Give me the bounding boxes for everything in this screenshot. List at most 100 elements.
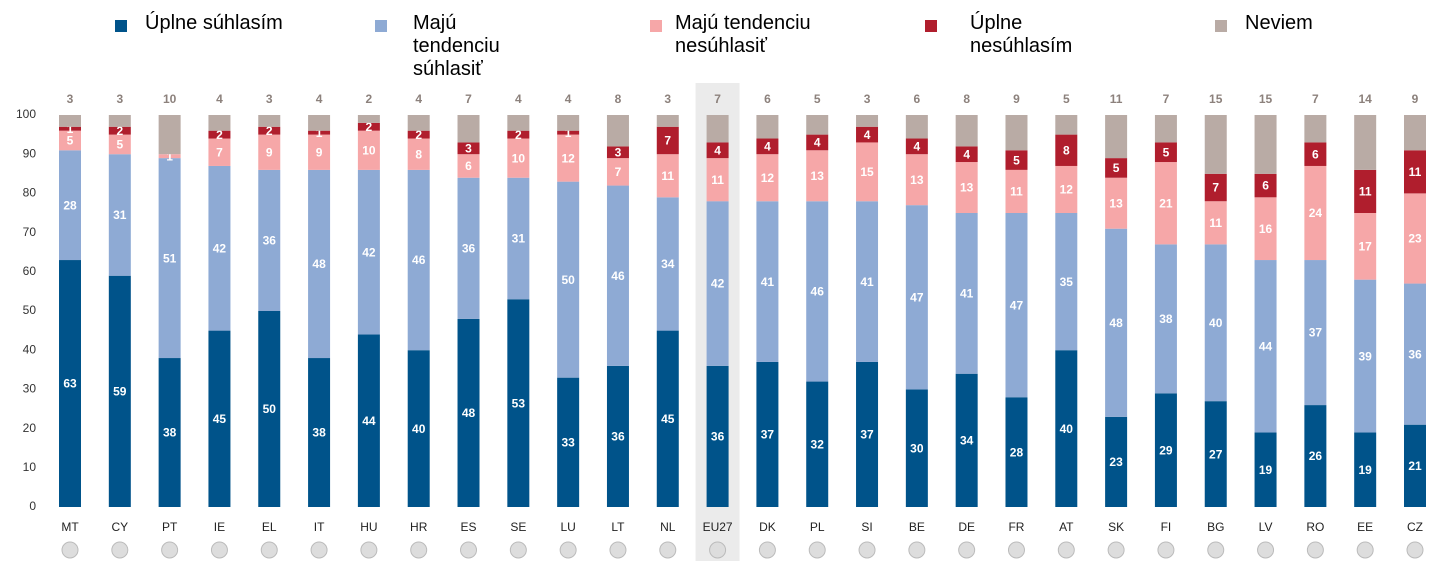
data-label: 11 <box>1359 185 1372 199</box>
x-tick-label: HU <box>360 520 377 534</box>
data-label: 4 <box>216 92 223 106</box>
bar-segment <box>1055 134 1078 166</box>
x-tick-label: FR <box>1008 520 1024 534</box>
bar-segment <box>1354 213 1377 280</box>
y-tick-label: 90 <box>23 146 37 160</box>
data-label: 15 <box>1259 92 1273 106</box>
data-label: 5 <box>814 92 821 106</box>
x-tick-label: IE <box>214 520 225 534</box>
bar-segment <box>208 138 231 166</box>
data-label: 3 <box>864 92 871 106</box>
data-label: 3 <box>615 145 622 159</box>
flag <box>310 541 328 559</box>
legend-swatch <box>375 20 387 32</box>
bar-segment <box>258 169 281 311</box>
flag <box>908 541 926 559</box>
data-label: 24 <box>1309 206 1323 220</box>
data-label: 7 <box>714 92 721 106</box>
data-label: 12 <box>561 151 575 165</box>
legend-label: Majú tendenciu súhlasiť <box>413 12 500 80</box>
bar-segment <box>1404 193 1426 284</box>
data-label: 53 <box>512 396 526 410</box>
flag <box>1057 541 1075 559</box>
bar-segment <box>158 115 181 155</box>
bar-segment <box>557 130 580 135</box>
x-tick-label: RO <box>1306 520 1324 534</box>
legend-label: Majú tendenciu nesúhlasiť <box>675 12 811 57</box>
data-label: 34 <box>960 434 974 448</box>
bar-segment <box>357 169 380 335</box>
data-label: 46 <box>611 269 625 283</box>
bar-segment <box>1304 115 1327 143</box>
data-label: 7 <box>664 134 671 148</box>
bar-segment <box>1354 432 1377 507</box>
flag <box>858 541 876 559</box>
bar-segment <box>258 134 281 170</box>
data-label: 1 <box>316 126 323 140</box>
bar-segment <box>208 165 231 331</box>
x-tick-label: EU27 <box>703 520 733 534</box>
data-label: 13 <box>960 181 974 195</box>
data-label: 9 <box>266 145 273 159</box>
bar-segment <box>457 177 480 319</box>
data-label: 14 <box>1359 92 1373 106</box>
bar-segment <box>208 330 231 507</box>
y-tick-label: 40 <box>23 342 37 356</box>
bar-segment <box>856 361 879 507</box>
bar-segment <box>955 115 978 147</box>
x-tick-label: LV <box>1259 520 1273 534</box>
data-label: 31 <box>512 232 526 246</box>
data-label: 37 <box>1309 326 1323 340</box>
flag <box>1207 541 1225 559</box>
data-label: 45 <box>213 412 227 426</box>
flag <box>758 541 776 559</box>
bar-segment <box>1154 142 1177 163</box>
legend-label: Neviem <box>1245 12 1313 34</box>
data-label: 8 <box>963 92 970 106</box>
bar-segment <box>1354 115 1377 170</box>
bar-segment <box>656 330 679 507</box>
bar-segment <box>407 138 430 170</box>
data-label: 48 <box>312 257 326 271</box>
data-label: 59 <box>113 385 127 399</box>
data-label: 4 <box>914 140 921 154</box>
bar-segment <box>905 154 928 206</box>
bar-segment <box>1254 432 1277 507</box>
data-label: 40 <box>1209 316 1223 330</box>
bar-segment <box>706 142 729 159</box>
bar-segment <box>706 201 729 366</box>
y-tick-label: 80 <box>23 186 37 200</box>
data-label: 3 <box>116 92 123 106</box>
bar-segment <box>1404 150 1426 194</box>
flag <box>659 541 677 559</box>
bar-segment <box>756 361 779 507</box>
bar-segment <box>108 126 131 135</box>
data-label: 2 <box>116 124 123 138</box>
bar-segment <box>557 181 580 378</box>
flag <box>1107 541 1125 559</box>
data-label: 29 <box>1159 443 1173 457</box>
legend-swatch <box>650 20 662 32</box>
data-label: 36 <box>462 241 476 255</box>
data-label: 23 <box>1109 455 1123 469</box>
bar-segment <box>955 373 978 507</box>
bar-segment <box>158 358 181 507</box>
bar-segment <box>856 126 879 143</box>
bar-segment <box>1254 173 1277 198</box>
bar-segment <box>208 130 231 139</box>
data-label: 41 <box>960 287 974 301</box>
flag <box>61 541 79 559</box>
data-label: 8 <box>1063 143 1070 157</box>
x-tick-label: HR <box>410 520 428 534</box>
x-tick-label: BG <box>1207 520 1224 534</box>
data-label: 11 <box>1010 185 1023 199</box>
data-label: 9 <box>1412 92 1419 106</box>
x-tick-label: SK <box>1108 520 1124 534</box>
bar-segment <box>1005 397 1028 507</box>
x-tick-label: IT <box>314 520 325 534</box>
data-label: 48 <box>462 406 476 420</box>
bar-segment <box>557 377 580 507</box>
bar-segment <box>1204 401 1227 507</box>
x-tick-label: CZ <box>1407 520 1423 534</box>
bar-segment <box>407 350 430 507</box>
